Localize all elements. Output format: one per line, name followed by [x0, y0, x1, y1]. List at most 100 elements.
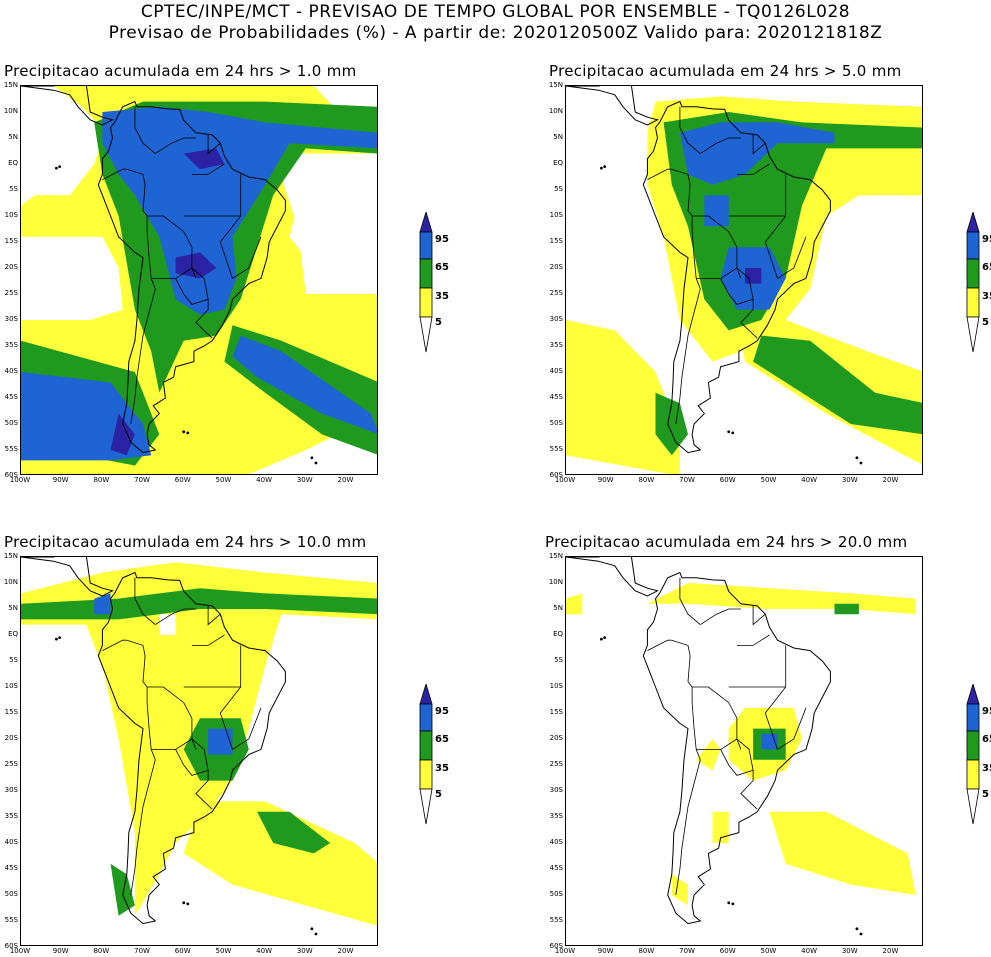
colorbar-level-label: 65: [982, 734, 991, 745]
lon-tick-label: 60W: [719, 476, 736, 484]
map-canvas: [566, 557, 916, 936]
probability-area-blue: [102, 106, 377, 315]
panel-2-map: [565, 85, 923, 475]
lon-tick-label: 30W: [296, 947, 313, 955]
island-marker: [186, 431, 190, 435]
colorbar-level-label: 65: [982, 262, 991, 273]
country-border: [764, 645, 807, 751]
lon-tick-label: 20W: [337, 947, 354, 955]
country-border: [147, 215, 213, 339]
lon-tick-label: 80W: [638, 947, 655, 955]
island-marker: [182, 901, 186, 905]
probability-area-white: [313, 86, 377, 112]
lat-tick-label: 35S: [4, 341, 18, 349]
lat-tick-label: 10N: [548, 107, 563, 115]
lat-tick-label: 50S: [4, 419, 18, 427]
probability-area-yellow: [647, 583, 916, 615]
island-marker: [727, 901, 731, 905]
island-marker: [603, 636, 607, 639]
lon-tick-label: 20W: [337, 476, 354, 484]
country-border: [764, 174, 807, 280]
country-border: [720, 278, 754, 305]
probability-area-green: [110, 863, 135, 916]
panel-3-title: Precipitacao acumulada em 24 hrs > 10.0 …: [4, 533, 367, 551]
island-marker: [731, 902, 735, 906]
colorbar-level-label: 95: [982, 706, 991, 717]
lat-tick-label: 25S: [549, 289, 563, 297]
colorbar-segment: [966, 231, 980, 260]
lon-tick-label: 30W: [841, 947, 858, 955]
lat-tick-label: 30S: [549, 786, 563, 794]
lat-tick-label: 20S: [4, 263, 18, 271]
island-marker: [855, 927, 859, 931]
colorbar-segment: [966, 316, 980, 353]
island-marker: [731, 431, 735, 435]
island-marker: [859, 932, 863, 936]
country-border: [126, 639, 156, 896]
colorbar-graphic: [966, 684, 980, 825]
country-border: [175, 278, 209, 305]
country-border: [736, 163, 770, 175]
lat-tick-label: 15S: [4, 237, 18, 245]
lon-tick-label: 40W: [801, 476, 817, 484]
probability-area-blue: [679, 122, 835, 185]
lon-tick-label: 20W: [882, 947, 899, 955]
lat-tick-label: 5S: [554, 185, 563, 193]
country-border: [191, 163, 225, 175]
lat-tick-label: 10S: [4, 211, 18, 219]
lat-tick-label: 15S: [549, 708, 563, 716]
island-marker: [310, 456, 314, 460]
colorbar-segment: [966, 759, 980, 790]
colorbar-segment: [966, 212, 980, 233]
colorbar-segment: [419, 316, 433, 353]
island-marker: [599, 637, 603, 641]
lon-tick-label: 80W: [93, 476, 110, 484]
country-border: [191, 634, 225, 646]
country-border: [700, 608, 741, 625]
country-border: [102, 168, 127, 180]
country-border: [134, 106, 156, 154]
lat-tick-label: 15N: [548, 81, 563, 89]
island-marker: [186, 902, 190, 906]
island-marker: [54, 166, 58, 170]
lon-tick-label: 90W: [52, 947, 69, 955]
probability-area-blue: [232, 335, 377, 434]
lat-tick-label: 10S: [4, 682, 18, 690]
colorbar-level-label: 35: [435, 763, 449, 774]
colorbar-level-label: 65: [435, 734, 449, 745]
probability-area-green: [753, 335, 922, 435]
island-marker: [58, 636, 62, 639]
probability-area-darkblue: [183, 148, 225, 170]
probability-area-yellow: [696, 739, 721, 771]
lat-tick-label: 50S: [549, 419, 563, 427]
colorbar-segment: [966, 258, 980, 289]
colorbar-segment: [966, 730, 980, 761]
island-marker: [54, 637, 58, 641]
header-title: CPTEC/INPE/MCT - PREVISAO DE TEMPO GLOBA…: [140, 2, 851, 22]
lon-tick-label: 20W: [882, 476, 899, 484]
country-border: [207, 605, 221, 626]
probability-area-green: [834, 603, 859, 615]
country-border: [134, 577, 156, 625]
lon-tick-label: 50W: [215, 947, 232, 955]
colorbar-segment: [419, 287, 433, 318]
lat-tick-label: 55S: [549, 916, 563, 924]
country-border: [720, 267, 742, 279]
lat-tick-label: 5N: [8, 604, 18, 612]
colorbar-segment: [419, 684, 433, 705]
lat-tick-label: 50S: [549, 890, 563, 898]
lat-tick-label: 5N: [553, 133, 563, 141]
lat-tick-label: 25S: [4, 289, 18, 297]
lat-tick-label: 10N: [3, 578, 18, 586]
lat-tick-label: 15N: [548, 552, 563, 560]
lon-tick-label: 100W: [9, 476, 31, 484]
lat-tick-label: 55S: [4, 916, 18, 924]
colorbar-segment: [419, 703, 433, 732]
country-border: [720, 749, 754, 776]
lat-tick-label: EQ: [8, 159, 18, 167]
colorbar-graphic: [419, 212, 433, 353]
country-border: [647, 168, 672, 180]
probability-area-blue: [208, 728, 233, 755]
lon-tick-label: 90W: [52, 476, 69, 484]
lat-tick-label: 10N: [548, 578, 563, 586]
